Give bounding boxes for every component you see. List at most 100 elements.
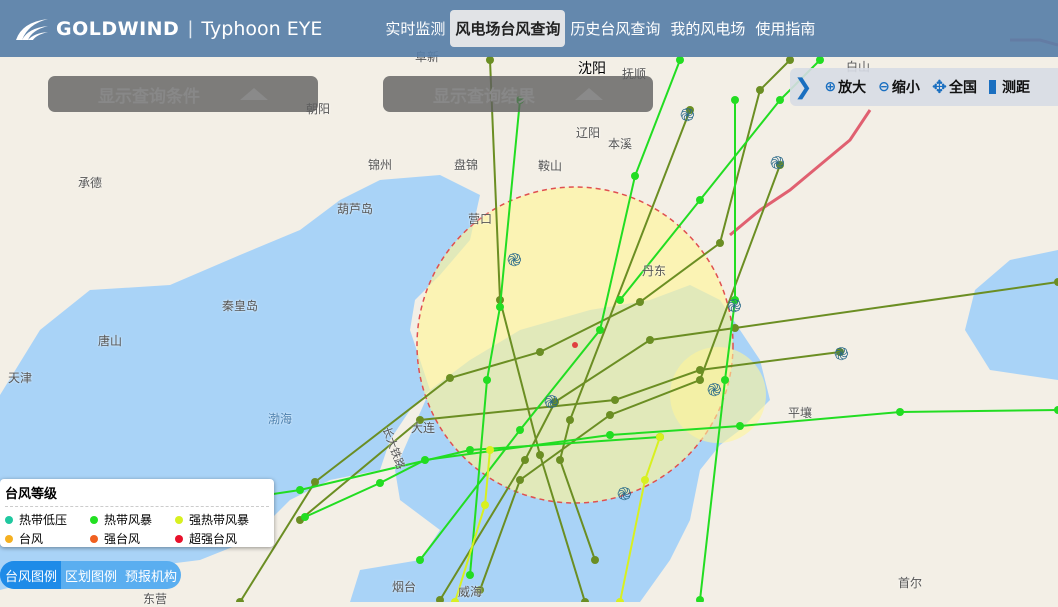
track-point[interactable] <box>636 298 644 306</box>
show-results-button[interactable]: 显示查询结果 <box>383 76 653 112</box>
track-point[interactable] <box>296 486 304 494</box>
track-point[interactable] <box>301 513 309 521</box>
track-point[interactable] <box>606 411 614 419</box>
tab-zone-legend[interactable]: 区划图例 <box>65 570 118 585</box>
track-point[interactable] <box>816 56 824 64</box>
typhoon-icon[interactable]: ֎ <box>507 250 522 271</box>
level-dot-icon <box>175 516 183 524</box>
city-label: 锦州 <box>368 158 393 172</box>
track-point[interactable] <box>686 106 694 114</box>
track-point[interactable] <box>786 56 794 64</box>
measure-button[interactable]: 测距 <box>989 77 1030 97</box>
typhoon-icon[interactable]: ֎ <box>770 153 785 174</box>
typhoon-track[interactable] <box>439 281 1058 601</box>
track-point[interactable] <box>756 86 764 94</box>
track-point[interactable] <box>836 348 844 356</box>
track-point[interactable] <box>483 376 491 384</box>
track-point[interactable] <box>481 501 489 509</box>
city-label: 盘锦 <box>454 158 479 172</box>
typhoon-track[interactable] <box>239 59 791 602</box>
legend-item: 超强台风 <box>175 530 270 547</box>
zoom-out-button[interactable]: ⊖ 缩小 <box>878 77 920 97</box>
track-point[interactable] <box>731 96 739 104</box>
nav-history-query[interactable]: 历史台风查询 <box>570 20 661 38</box>
typhoon-track[interactable] <box>489 59 586 602</box>
track-point[interactable] <box>641 476 649 484</box>
track-point[interactable] <box>631 172 639 180</box>
track-point[interactable] <box>606 431 614 439</box>
track-point[interactable] <box>611 396 619 404</box>
city-label: 天津 <box>8 371 33 385</box>
track-point[interactable] <box>376 479 384 487</box>
chevron-right-icon[interactable]: ❯ <box>794 74 813 100</box>
track-point[interactable] <box>1054 278 1058 286</box>
track-point[interactable] <box>716 239 724 247</box>
track-point[interactable] <box>646 336 654 344</box>
track-point[interactable] <box>536 348 544 356</box>
track-point[interactable] <box>466 446 474 454</box>
show-conditions-button[interactable]: 显示查询条件 <box>48 76 318 112</box>
full-extent-button[interactable]: ✥ 全国 <box>932 77 977 98</box>
track-point[interactable] <box>536 451 544 459</box>
track-point[interactable] <box>696 376 704 384</box>
tab-forecast-agency[interactable]: 预报机构 <box>125 570 178 585</box>
typhoon-icon[interactable]: ֎ <box>707 380 722 401</box>
track-point[interactable] <box>486 446 494 454</box>
nav-my-windfarm[interactable]: 我的风电场 <box>670 20 746 38</box>
track-point[interactable] <box>581 598 589 602</box>
typhoon-icon[interactable]: ֎ <box>544 392 559 413</box>
typhoon-track[interactable] <box>699 100 736 601</box>
track-point[interactable] <box>696 196 704 204</box>
track-point[interactable] <box>516 476 524 484</box>
typhoon-icon[interactable]: ֎ <box>617 484 632 505</box>
track-point[interactable] <box>516 426 524 434</box>
track-point[interactable] <box>311 478 319 486</box>
track-point[interactable] <box>556 456 564 464</box>
track-point[interactable] <box>566 416 574 424</box>
track-point[interactable] <box>696 596 704 602</box>
track-point[interactable] <box>446 374 454 382</box>
level-dot-icon <box>5 516 13 524</box>
track-point[interactable] <box>896 408 904 416</box>
nav-realtime[interactable]: 实时监测 <box>385 20 446 38</box>
track-point[interactable] <box>616 296 624 304</box>
typhoon-icon[interactable]: ֎ <box>680 105 695 126</box>
track-point[interactable] <box>721 376 729 384</box>
track-point[interactable] <box>616 598 624 602</box>
track-point[interactable] <box>451 598 459 602</box>
track-point[interactable] <box>776 161 784 169</box>
track-point[interactable] <box>236 598 244 602</box>
track-point[interactable] <box>416 556 424 564</box>
city-label: 营口 <box>468 212 493 226</box>
city-label: 沈阳 <box>578 61 606 77</box>
track-point[interactable] <box>521 456 529 464</box>
nav-guide[interactable]: 使用指南 <box>755 20 816 38</box>
city-label: 鞍山 <box>538 159 563 173</box>
typhoon-icon[interactable]: ֎ <box>834 344 849 365</box>
track-point[interactable] <box>736 422 744 430</box>
typhoon-track[interactable] <box>469 99 521 576</box>
tab-typhoon-legend[interactable]: 台风图例 <box>0 561 62 589</box>
city-label: 烟台 <box>392 580 417 594</box>
track-point[interactable] <box>476 586 484 594</box>
track-point[interactable] <box>436 596 444 602</box>
typhoon-track[interactable] <box>558 109 691 561</box>
triangle-up-icon <box>240 88 268 100</box>
track-point[interactable] <box>496 303 504 311</box>
track-point[interactable] <box>486 56 494 64</box>
nav-windfarm-query[interactable]: 风电场台风查询 <box>450 10 566 47</box>
track-point[interactable] <box>776 96 784 104</box>
typhoon-icon[interactable]: ֎ <box>727 296 742 317</box>
track-point[interactable] <box>1054 406 1058 414</box>
track-point[interactable] <box>656 433 664 441</box>
track-point[interactable] <box>466 571 474 579</box>
track-point[interactable] <box>596 326 604 334</box>
track-point[interactable] <box>731 296 739 304</box>
city-label: 秦皇岛 <box>222 299 259 313</box>
track-point[interactable] <box>731 324 739 332</box>
track-point[interactable] <box>676 56 684 64</box>
track-point[interactable] <box>551 398 559 406</box>
zoom-in-button[interactable]: ⊕ 放大 <box>824 77 866 97</box>
track-point[interactable] <box>416 416 424 424</box>
track-point[interactable] <box>591 556 599 564</box>
